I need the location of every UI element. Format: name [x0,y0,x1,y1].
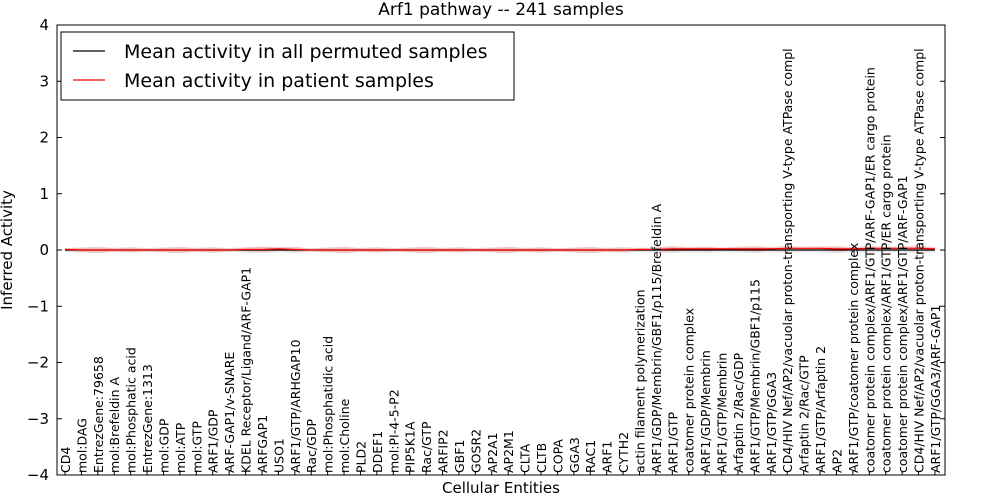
x-tick-label: GBF1 [452,440,467,473]
x-tick-label: EntrezGene:1313 [140,364,155,473]
x-tick-label: ARFIP2 [436,429,451,473]
y-tick-label: −4 [27,466,49,484]
x-tick-label: ARF1/GTP/GGA3 [764,372,779,473]
x-tick-label: AP2 [829,449,844,473]
y-tick-label: −3 [27,410,49,428]
x-axis: CD4 mol:DAG EntrezGene:79658 mol:Brefeldin … [58,48,943,475]
x-tick-label: DDEF1 [370,431,385,473]
x-tick-label: ARF1/GTP/coatomer protein complex [846,243,861,473]
y-axis-label: Inferred Activity [0,190,16,310]
x-tick-label: coatomer protein complex/ARF1/GTP/ER car… [879,134,894,473]
x-tick-label: KDEL Receptor/Ligand/ARF-GAP1 [239,267,254,473]
y-tick-label: 3 [39,72,49,90]
x-tick-label: GOSR2 [468,429,483,473]
x-tick-label: ARF1/GTP/ARHGAP10 [288,339,303,473]
x-tick-label: PIP5K1A [403,421,418,473]
x-tick-label: mol:GDP [156,418,171,473]
x-tick-label: ARF1/GDP/Membrin [698,350,713,473]
x-tick-label: mol:GTP [189,421,204,473]
x-tick-label: AP2A1 [485,432,500,473]
y-tick-label: 2 [39,129,49,147]
x-tick-label: coatomer protein complex/ARF1/GTP/ARF-GA… [862,67,877,473]
x-tick-label: mol:PI-4-5-P2 [386,389,401,473]
x-tick-label: Arfaptin 2/Rac/GDP [731,352,746,473]
x-tick-label: USO1 [271,438,286,473]
x-tick-label: CLTB [534,443,549,473]
x-tick-label: mol:Phosphatic acid [124,347,139,473]
y-tick-label: −1 [27,297,49,315]
x-tick-label: actin filament polymerization [632,289,647,473]
x-tick-label: mol:Phosphatidic acid [321,336,336,473]
x-tick-label: ARF1/GTP/Arfaptin 2 [813,346,828,473]
x-tick-label: ARF1/GDP/Membrin/GBF1/p115/Brefeldin A [649,203,664,473]
x-tick-label: ARF1 [600,441,615,473]
x-axis-label: Cellular Entities [442,479,560,497]
x-tick-label: mol:ATP [173,422,188,473]
y-tick-label: −2 [27,354,49,372]
x-tick-label: ARF1/GTP/GGA3/ARF-GAP1 [928,305,943,473]
x-tick-label: ARF-GAP1/v-SNARE [222,352,237,473]
x-tick-label: Rac/GTP [419,421,434,473]
series-line-patient [64,247,935,251]
x-tick-label: CD4/HIV Nef/AP2/vacuolar proton-transpor… [912,48,927,473]
x-tick-label: ARFGAP1 [255,415,270,473]
x-tick-label: Arfaptin 2/Rac/GTP [797,355,812,473]
x-tick-label: CYTH2 [616,432,631,473]
x-tick-label: PLD2 [353,441,368,473]
y-tick-label: 4 [39,16,49,34]
y-tick-label: 1 [39,185,49,203]
x-tick-label: ARF1/GTP/Membrin [715,353,730,473]
x-tick-label: CLTA [518,443,533,473]
legend-box [60,31,515,101]
x-tick-label: coatomer protein complex/ARF1/GTP/ARF-GA… [895,175,910,473]
x-tick-label: COPA [550,439,565,473]
legend-label-patient: Mean activity in patient samples [124,70,434,92]
x-tick-label: EntrezGene:79658 [91,356,106,473]
series-lines [64,247,935,251]
x-tick-label: ARF1/GTP [665,412,680,473]
y-tick-label: 0 [39,241,49,259]
x-tick-label: Rac/GDP [304,419,319,473]
x-tick-label: mol:Brefeldin A [107,376,122,473]
x-tick-label: mol:DAG [74,418,89,473]
x-tick-label: RAC1 [583,440,598,473]
x-tick-label: CD4/HIV Nef/AP2/vacuolar proton-transpor… [780,48,795,473]
x-tick-label: ARF1/GDP [206,409,221,473]
x-tick-label: coatomer protein complex [682,308,697,473]
y-axis: 4 3 2 1 0 −1 −2 −3 −4 [27,16,945,484]
legend-label-permuted: Mean activity in all permuted samples [124,41,487,63]
x-tick-label: mol:Choline [337,398,352,473]
x-tick-label: AP2M1 [501,430,516,473]
chart-title: Arf1 pathway -- 241 samples [378,0,624,20]
x-tick-label: CD4 [58,447,73,473]
band-patient [65,245,935,253]
x-tick-label: ARF1/GTP/Membrin/GBF1/p115 [747,279,762,473]
x-tick-label: GGA3 [567,437,582,473]
legend: Mean activity in all permuted samples Me… [60,31,515,101]
